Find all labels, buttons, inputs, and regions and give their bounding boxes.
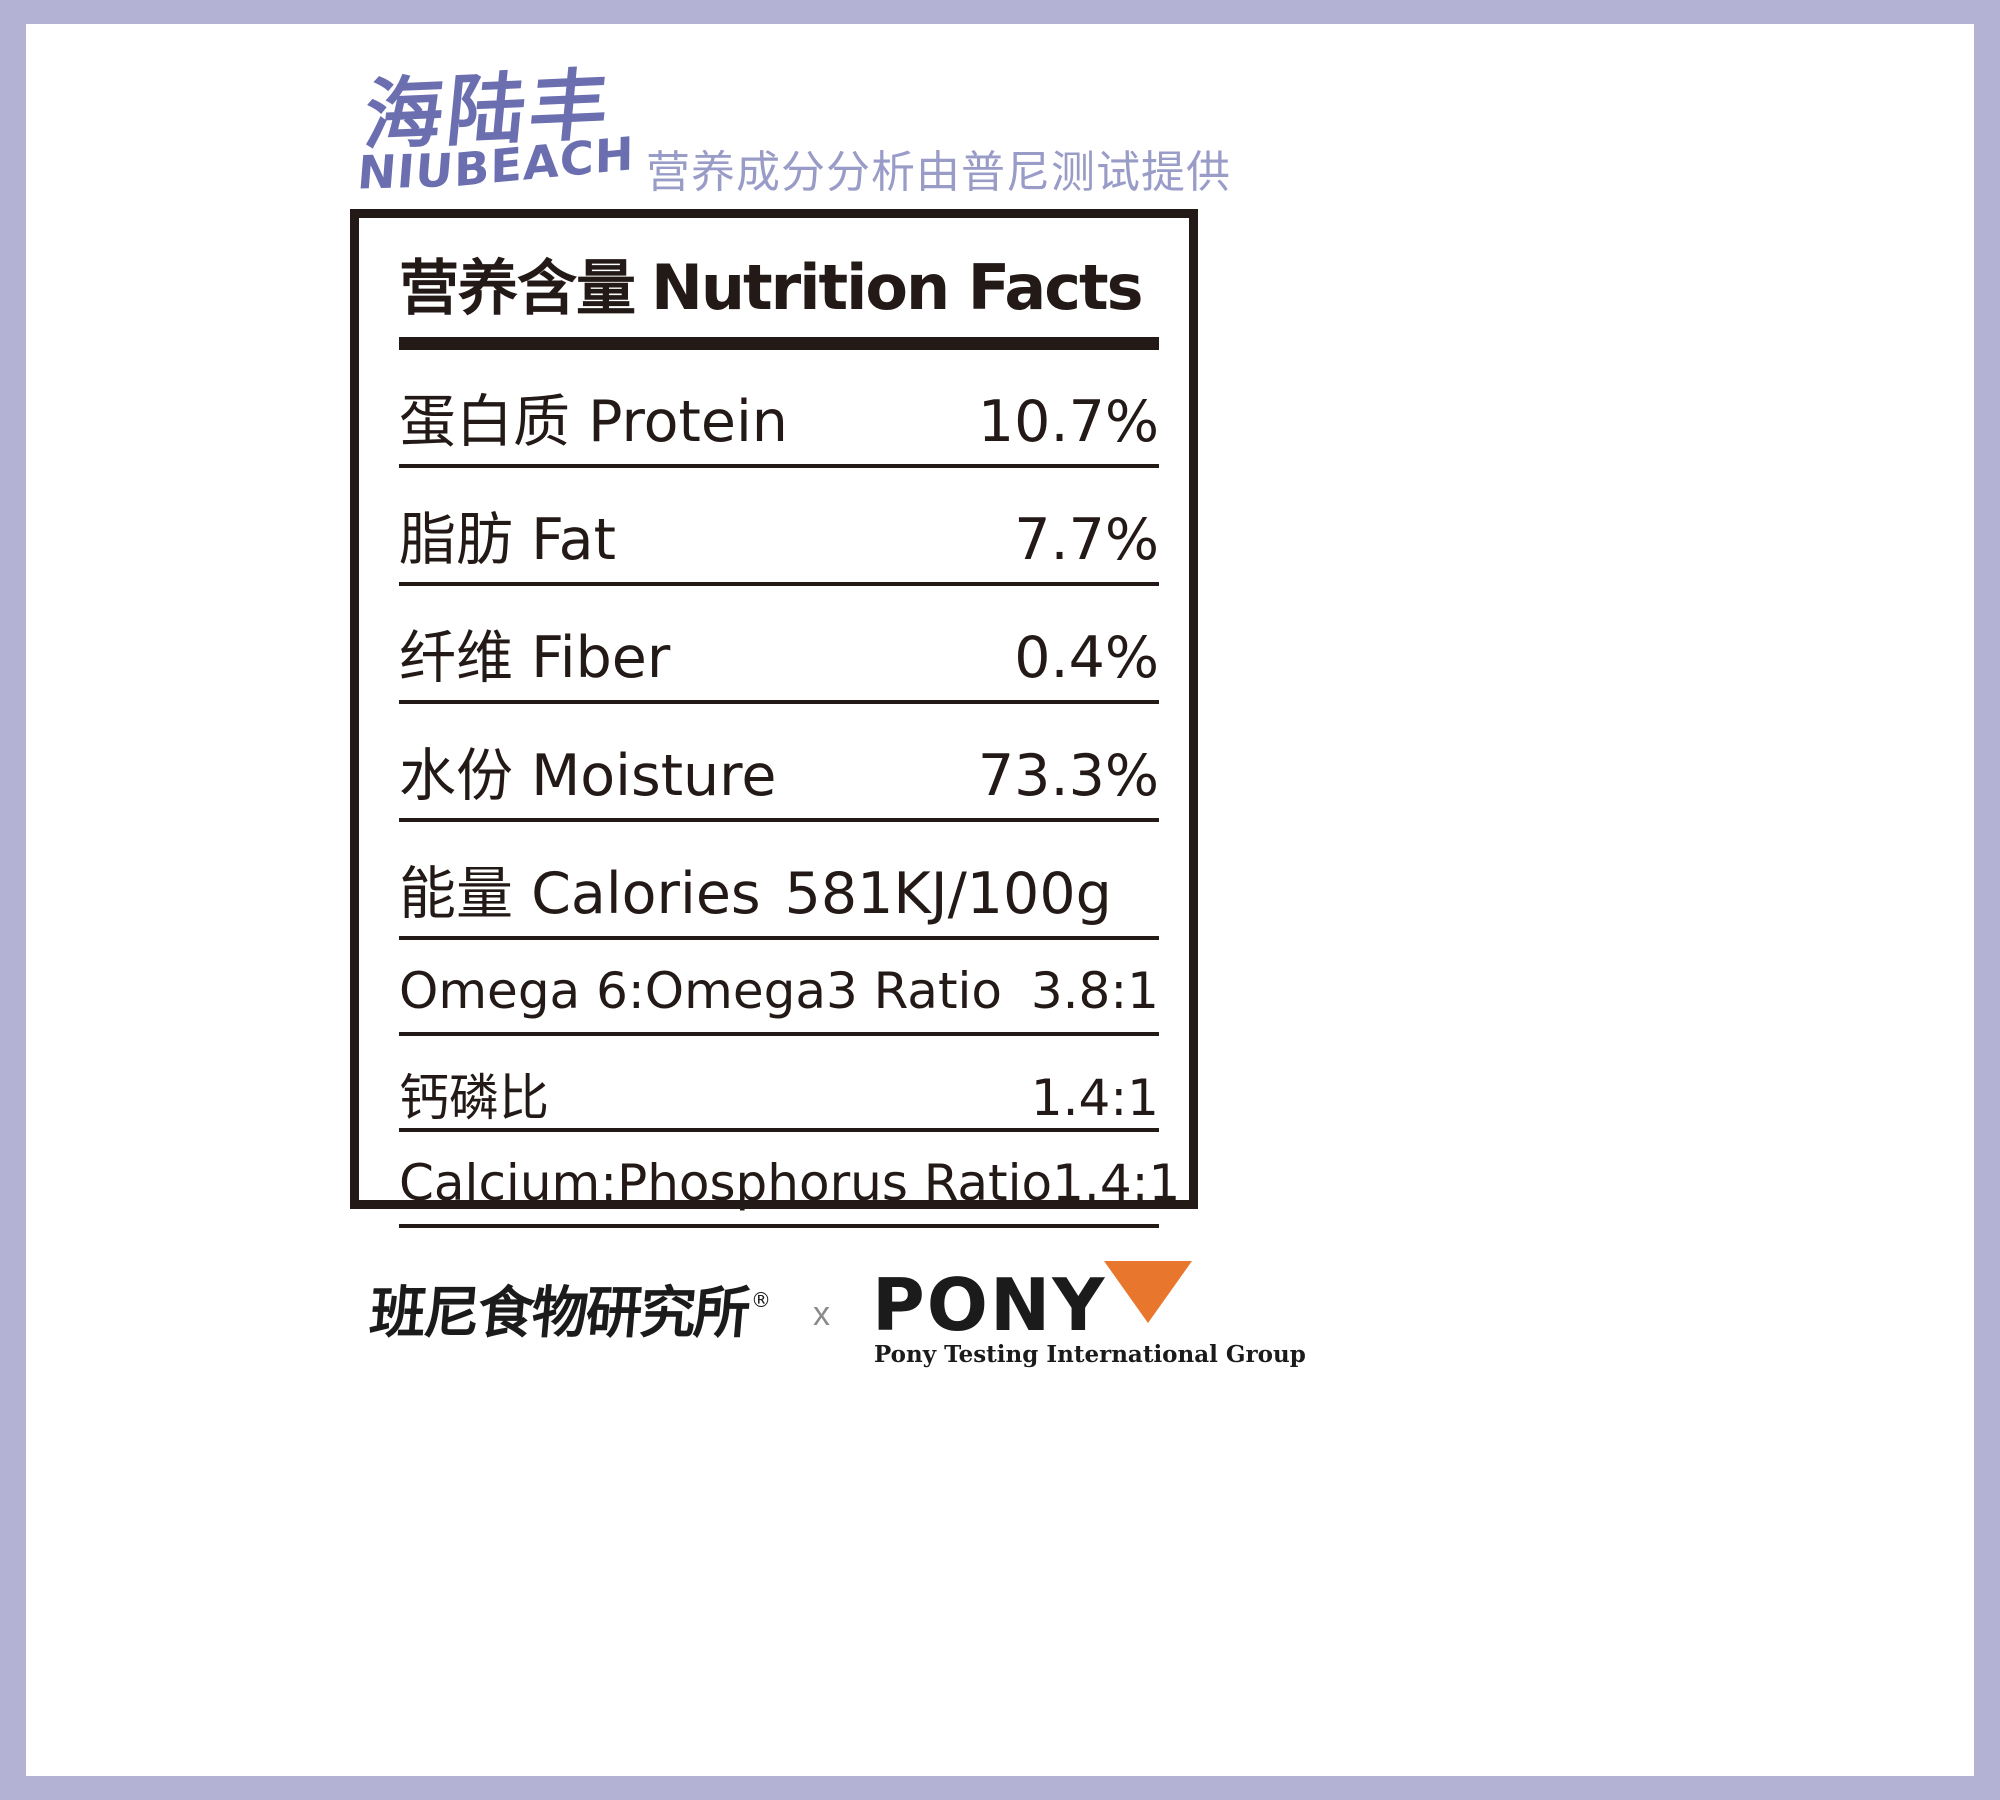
- collaboration-separator: x: [813, 1294, 830, 1333]
- nutrition-value-calcium-phosphorus-en: 1.4:1: [1052, 1154, 1181, 1212]
- nutrition-row-calories: 能量 Calories 581KJ/100g: [399, 822, 1159, 940]
- nutrition-label-protein: 蛋白质 Protein: [399, 389, 788, 455]
- nutrition-value-fiber: 0.4%: [1014, 625, 1159, 691]
- nutrition-value-omega-ratio: 3.8:1: [1030, 962, 1159, 1020]
- brand-logo: 海陆丰 NIUBEACH: [356, 46, 646, 206]
- nutrition-value-protein: 10.7%: [977, 389, 1159, 455]
- nutrition-label-calcium-phosphorus-cn: 钙磷比: [399, 1069, 549, 1127]
- label-canvas: 海陆丰 NIUBEACH 营养成分分析由普尼测试提供 营养含量 Nutritio…: [26, 24, 1974, 1776]
- pony-triangle-icon: [1104, 1261, 1192, 1323]
- nutrition-label-omega-ratio: Omega 6:Omega3 Ratio: [399, 962, 1003, 1020]
- nutrition-row-omega-ratio: Omega 6:Omega3 Ratio 3.8:1: [399, 940, 1159, 1036]
- nutrition-row-calcium-phosphorus-cn: 钙磷比 1.4:1: [399, 1036, 1159, 1132]
- nutrition-value-fat: 7.7%: [1014, 507, 1159, 573]
- pony-wordmark: PONY: [872, 1263, 1107, 1347]
- registered-trademark-icon: ®: [751, 1288, 771, 1312]
- header-subtitle: 营养成分分析由普尼测试提供: [646, 147, 1231, 198]
- title-divider-rule: [399, 337, 1159, 350]
- footer-logos: 班尼食物研究所 ® x PONY Pony Testing Internatio…: [356, 1239, 1306, 1389]
- nutrition-row-calcium-phosphorus-en: Calcium:Phosphorus Ratio 1.4:1: [399, 1132, 1180, 1228]
- nutrition-label-calories: 能量 Calories: [399, 861, 761, 927]
- nutrition-facts-title-chinese: 营养含量: [399, 254, 636, 324]
- nutrition-value-calories: 581KJ/100g: [784, 861, 1112, 927]
- nutrition-label-fiber: 纤维 Fiber: [399, 625, 671, 691]
- nutrition-row-protein: 蛋白质 Protein 10.7%: [399, 350, 1159, 468]
- nutrition-facts-title: 营养含量 Nutrition Facts: [399, 240, 1159, 331]
- benny-food-lab-name: 班尼食物研究所: [367, 1281, 751, 1346]
- nutrition-facts-content: 营养含量 Nutrition Facts 蛋白质 Protein 10.7% 脂…: [399, 240, 1180, 1228]
- pony-tagline: Pony Testing International Group: [874, 1341, 1306, 1368]
- nutrition-facts-title-english: Nutrition Facts: [651, 251, 1144, 324]
- benny-food-lab-logo: 班尼食物研究所 ®: [367, 1281, 771, 1346]
- nutrition-row-moisture: 水份 Moisture 73.3%: [399, 704, 1159, 822]
- brand-name-english-first: NIU: [355, 143, 456, 200]
- nutrition-facts-panel: 营养含量 Nutrition Facts 蛋白质 Protein 10.7% 脂…: [350, 209, 1198, 1228]
- nutrition-row-fat: 脂肪 Fat 7.7%: [399, 468, 1159, 586]
- nutrition-label-moisture: 水份 Moisture: [399, 743, 777, 809]
- footer: 班尼食物研究所 ® x PONY Pony Testing Internatio…: [26, 1239, 1974, 1419]
- nutrition-row-fiber: 纤维 Fiber 0.4%: [399, 586, 1159, 704]
- nutrition-label-fat: 脂肪 Fat: [399, 507, 616, 573]
- brand-name-english: NIUBEACH: [355, 126, 636, 200]
- header: 海陆丰 NIUBEACH 营养成分分析由普尼测试提供: [26, 24, 1974, 224]
- pony-testing-logo: PONY Pony Testing International Group: [872, 1259, 1306, 1369]
- nutrition-value-moisture: 73.3%: [977, 743, 1159, 809]
- nutrition-label-calcium-phosphorus-en: Calcium:Phosphorus Ratio: [399, 1154, 1053, 1212]
- nutrition-value-calcium-phosphorus-cn: 1.4:1: [1030, 1069, 1159, 1127]
